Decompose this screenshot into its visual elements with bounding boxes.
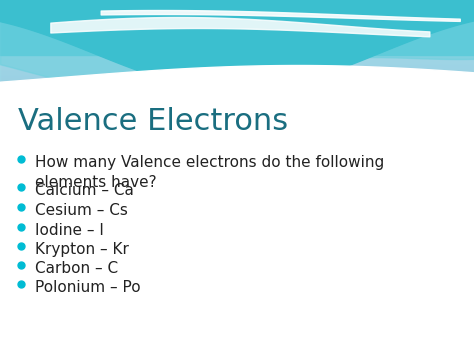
Text: Polonium – Po: Polonium – Po bbox=[35, 280, 141, 295]
Text: How many Valence electrons do the following
elements have?: How many Valence electrons do the follow… bbox=[35, 155, 384, 190]
Text: Valence Electrons: Valence Electrons bbox=[18, 107, 288, 136]
Text: Iodine – I: Iodine – I bbox=[35, 223, 104, 238]
Text: Calcium – Ca: Calcium – Ca bbox=[35, 183, 134, 198]
Bar bbox=[0, 0, 474, 90]
Text: Cesium – Cs: Cesium – Cs bbox=[35, 203, 128, 218]
Text: Carbon – C: Carbon – C bbox=[35, 261, 118, 276]
Text: Krypton – Kr: Krypton – Kr bbox=[35, 242, 129, 257]
Bar bbox=[0, 0, 474, 55]
